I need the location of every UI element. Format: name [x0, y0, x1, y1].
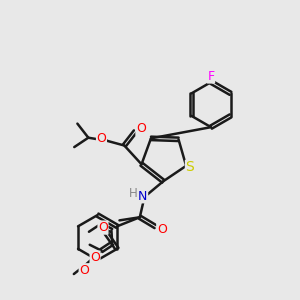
- Text: O: O: [79, 264, 89, 277]
- Text: O: O: [97, 132, 106, 145]
- Text: S: S: [185, 160, 194, 174]
- Text: O: O: [136, 122, 146, 135]
- Text: N: N: [138, 190, 148, 203]
- Text: O: O: [157, 223, 166, 236]
- Text: O: O: [98, 221, 108, 234]
- Text: H: H: [129, 187, 138, 200]
- Text: F: F: [207, 70, 214, 83]
- Text: O: O: [90, 251, 100, 264]
